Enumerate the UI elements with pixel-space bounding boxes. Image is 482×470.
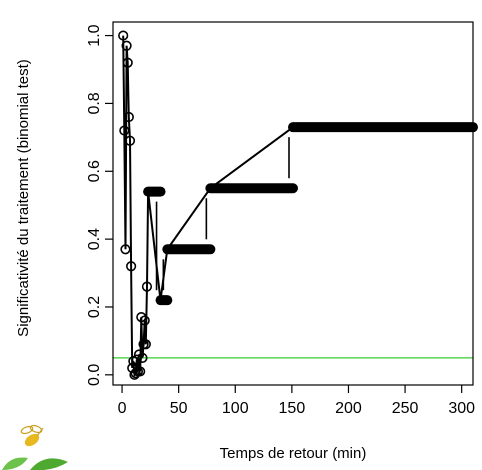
leaf-icon [2, 457, 68, 470]
data-point [136, 312, 147, 323]
data-point [120, 244, 131, 255]
x-tick-label: 250 [392, 400, 419, 417]
data-point [131, 354, 142, 365]
x-tick-label: 100 [222, 400, 249, 417]
data-point [139, 315, 150, 326]
data-point [126, 261, 137, 272]
data-point [121, 40, 132, 51]
logo [2, 424, 68, 470]
x-tick-label: 200 [335, 400, 362, 417]
series-line [122, 35, 294, 378]
x-tick-label: 300 [448, 400, 475, 417]
y-tick-label: 0.6 [86, 160, 103, 182]
y-tick-label: 0.8 [86, 92, 103, 114]
plot-frame [112, 21, 474, 386]
x-tick-label: 50 [170, 400, 188, 417]
x-tick-label: 0 [118, 400, 127, 417]
y-tick-label: 0.2 [86, 296, 103, 318]
x-axis-label: Temps de retour (min) [220, 445, 367, 462]
y-tick-label: 0.4 [86, 228, 103, 250]
x-tick-label: 150 [279, 400, 306, 417]
data-point [118, 30, 129, 41]
data-point [141, 281, 153, 292]
y-axis-label: Significativité du traitement (binomial … [15, 59, 32, 337]
data-point [124, 135, 136, 146]
data-point [130, 368, 141, 379]
y-axis: 0.0 0.2 0.4 0.6 0.8 1.0 [86, 24, 113, 386]
x-axis: 0 50 100 150 200 250 300 [118, 385, 475, 417]
data-point [123, 111, 134, 123]
data-point [122, 57, 133, 68]
data-point [133, 349, 145, 360]
chart-marks [113, 30, 478, 380]
y-tick-label: 1.0 [86, 24, 103, 46]
data-point [137, 352, 148, 363]
bee-icon [20, 424, 44, 447]
y-tick-label: 0.0 [86, 364, 103, 386]
data-point [135, 366, 146, 377]
data-point [140, 339, 151, 350]
data-point [119, 125, 130, 136]
